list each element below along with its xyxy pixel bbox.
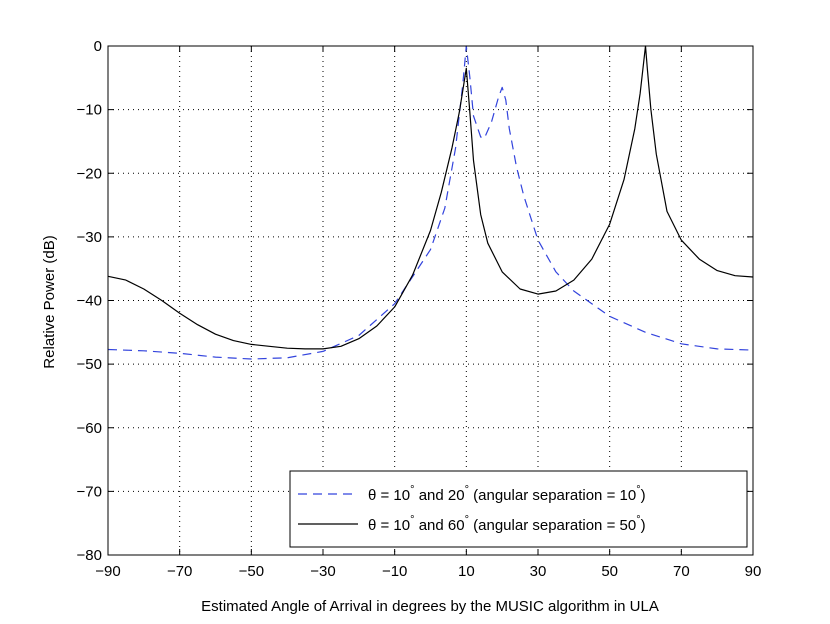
- degree-mark-icon: °: [465, 514, 469, 526]
- y-tick-label: −50: [77, 356, 102, 373]
- x-tick-label: −50: [239, 563, 264, 580]
- legend-box: [289, 470, 748, 548]
- x-tick-label: 30: [530, 563, 547, 580]
- legend: θ = 10° and 20° (angular separation = 10…: [289, 470, 748, 548]
- legend-1-prefix: θ = 10: [368, 487, 410, 504]
- x-tick-label: −10: [382, 563, 407, 580]
- plot-frame: [107, 45, 754, 556]
- degree-mark-icon: °: [410, 514, 414, 526]
- y-tick-label: −20: [77, 165, 102, 182]
- tick-labels: −90 −70 −50 −30 −10 10 30 50 70 90 0 −10 −20 −30 −40 −5…: [77, 38, 762, 580]
- series-line-2: [107, 45, 754, 350]
- x-tick-label: 10: [458, 563, 475, 580]
- x-tick-label: 90: [745, 563, 762, 580]
- degree-mark-icon: °: [410, 484, 414, 496]
- degree-mark-icon: °: [636, 514, 640, 526]
- x-axis-label: Estimated Angle of Arrival in degrees by…: [201, 598, 659, 615]
- x-tick-label: 70: [673, 563, 690, 580]
- x-tick-label: −90: [95, 563, 120, 580]
- legend-2-tail: (angular separation = 50: [469, 517, 636, 534]
- degree-mark-icon: °: [636, 484, 640, 496]
- y-tick-label: −80: [77, 547, 102, 564]
- legend-2-prefix: θ = 10: [368, 517, 410, 534]
- legend-1-tail: (angular separation = 10: [469, 487, 636, 504]
- legend-1-end: ): [641, 487, 646, 504]
- y-tick-label: −10: [77, 102, 102, 119]
- y-tick-label: −60: [77, 420, 102, 437]
- legend-label-1: θ = 10° and 20° (angular separation = 10…: [368, 484, 646, 504]
- y-tick-label: −70: [77, 483, 102, 500]
- x-tick-label: −30: [310, 563, 335, 580]
- legend-2-mid: and 60: [415, 517, 465, 534]
- series-line-1: [107, 45, 754, 360]
- degree-mark-icon: °: [465, 484, 469, 496]
- x-tick-label: −70: [167, 563, 192, 580]
- series-layer: [107, 45, 754, 360]
- x-tick-label: 50: [601, 563, 618, 580]
- legend-1-mid: and 20: [415, 487, 465, 504]
- legend-2-end: ): [641, 517, 646, 534]
- y-tick-label: 0: [94, 38, 102, 55]
- legend-label-2: θ = 10° and 60° (angular separation = 50…: [368, 514, 646, 534]
- y-tick-label: −30: [77, 229, 102, 246]
- y-axis-label: Relative Power (dB): [41, 235, 58, 368]
- y-tick-label: −40: [77, 293, 102, 310]
